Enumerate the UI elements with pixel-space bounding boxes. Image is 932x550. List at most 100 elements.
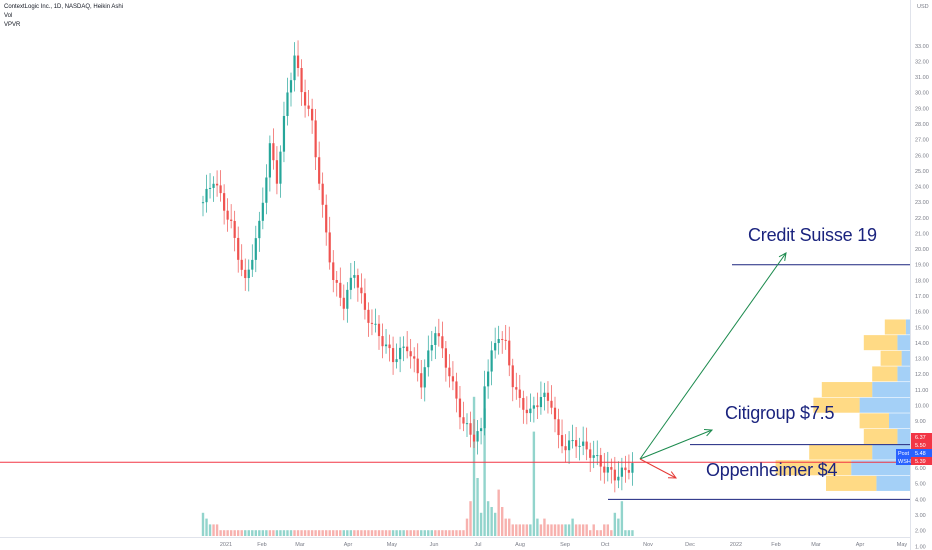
volume-bar	[254, 530, 257, 536]
volume-bar	[251, 530, 254, 536]
volume-profile-down	[872, 382, 910, 398]
volume-bar	[208, 524, 212, 536]
candle-body	[282, 115, 286, 152]
volume-bar	[501, 507, 504, 536]
volume-bar	[339, 530, 342, 536]
price-tick-label: 9.00	[915, 419, 926, 425]
post-price-badge-tag-text: Post	[898, 451, 909, 457]
candle-body	[268, 143, 271, 178]
candle-body	[427, 350, 430, 368]
candle-body	[325, 204, 328, 233]
candle-body	[296, 55, 300, 69]
candle-body	[497, 338, 500, 344]
volume-bar	[215, 524, 219, 536]
candle-body	[416, 358, 419, 374]
price-tick-label: 31.00	[915, 75, 929, 81]
price-tick-label: 29.00	[915, 106, 929, 112]
volume-bar	[303, 530, 307, 536]
candle-body	[599, 455, 602, 467]
time-tick-label: Jun	[430, 542, 439, 548]
time-tick-label: Feb	[771, 542, 780, 548]
candle-body	[399, 347, 402, 360]
volume-profile-up	[859, 413, 889, 429]
candle-body	[575, 440, 578, 447]
candle-body	[374, 323, 377, 325]
candle-body	[391, 348, 395, 363]
candle-body	[406, 346, 409, 352]
volume-bar	[289, 530, 293, 536]
volume-bar	[282, 530, 286, 536]
candle-body	[275, 160, 279, 184]
candle-body	[529, 408, 532, 414]
volume-bar	[462, 530, 465, 536]
time-tick-label: Feb	[257, 542, 266, 548]
wsh-price-badge-text: 5.39	[915, 459, 926, 465]
volume-bar	[229, 530, 233, 536]
volume-bar	[272, 530, 275, 536]
credit-suisse-annotation: Credit Suisse 19	[748, 225, 877, 245]
volume-bar	[423, 530, 426, 536]
volume-bar	[560, 524, 564, 536]
candle-body	[430, 344, 433, 351]
price-tick-label: 20.00	[915, 247, 929, 253]
volume-bar	[631, 530, 634, 536]
volume-bar	[325, 530, 328, 536]
volume-profile-up	[872, 366, 898, 382]
volume-bar	[465, 518, 469, 536]
volume-bar	[486, 501, 490, 536]
volume-bar	[504, 518, 507, 536]
time-tick-label: Mar	[811, 542, 821, 548]
volume-bar	[518, 524, 521, 536]
candle-body	[532, 405, 535, 409]
volume-bar	[377, 530, 381, 536]
currency-label: USD	[917, 4, 929, 10]
symbol-title[interactable]: ContextLogic Inc., 1D, NASDAQ, Heikin As…	[4, 4, 124, 10]
second-price-badge	[911, 441, 932, 449]
volume-bar	[441, 530, 444, 536]
volume-bar	[451, 530, 455, 536]
candle-body	[613, 469, 616, 481]
candle-body	[592, 455, 595, 458]
time-tick-label: Sep	[560, 542, 570, 548]
vpvr-indicator-label[interactable]: VPVR	[4, 22, 21, 28]
volume-bar	[490, 507, 493, 536]
second-price-badge-text: 5.50	[915, 443, 926, 449]
time-axis[interactable]: 2021 Feb Mar Apr May Jun Jul Aug Sep Oct Nov Dec 202…	[0, 537, 910, 549]
candle-body	[321, 183, 324, 205]
candle-body	[515, 387, 518, 390]
arrow-to-citigroup	[639, 429, 713, 460]
candle-body	[272, 143, 275, 161]
candle-body	[402, 346, 405, 348]
candle-body	[522, 397, 525, 410]
volume-indicator-label[interactable]: Vol	[4, 13, 13, 19]
candle-body	[356, 275, 359, 288]
candle-body	[332, 262, 335, 281]
price-axis[interactable]: USD1.002.003.004.005.006.007.008.009.001…	[910, 0, 929, 550]
candle-body	[370, 322, 374, 324]
volume-bar	[300, 530, 303, 536]
price-tick-label: 18.00	[915, 278, 929, 284]
volume-bar	[567, 524, 571, 536]
arrow-to-credit-suisse	[639, 252, 787, 460]
volume-bar	[550, 524, 553, 536]
time-tick-label: May	[897, 542, 908, 548]
volume-profile-down	[876, 475, 910, 491]
volume-bar	[420, 530, 423, 536]
candle-body	[254, 238, 257, 260]
chart-legend: ContextLogic Inc., 1D, NASDAQ, Heikin As…	[4, 3, 123, 30]
candle-body	[381, 336, 384, 347]
price-tick-label: 26.00	[915, 153, 929, 159]
post-price-badge-text: 5.48	[915, 451, 926, 457]
candle-body	[610, 467, 613, 470]
volume-bar	[247, 530, 250, 536]
volume-bar	[511, 524, 514, 536]
volume-bar	[395, 530, 398, 536]
candle-body	[335, 280, 338, 283]
post-price-badge	[911, 449, 932, 457]
price-tick-label: 30.00	[915, 91, 929, 97]
candle-body	[303, 92, 307, 106]
volume-bar	[237, 530, 240, 536]
post-price-badge-tag	[896, 449, 911, 457]
price-tick-label: 25.00	[915, 169, 929, 175]
